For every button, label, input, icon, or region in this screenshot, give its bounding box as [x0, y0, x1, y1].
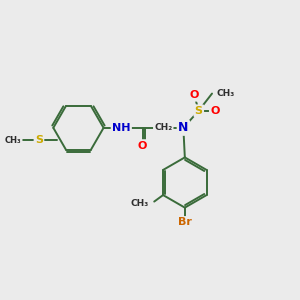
- Text: NH: NH: [112, 123, 130, 133]
- Text: Br: Br: [178, 218, 192, 227]
- Text: O: O: [138, 141, 147, 151]
- Text: O: O: [210, 106, 220, 116]
- Text: S: S: [35, 135, 43, 146]
- Text: O: O: [190, 90, 199, 100]
- Text: S: S: [195, 106, 203, 116]
- Text: CH₃: CH₃: [217, 89, 235, 98]
- Text: CH₂: CH₂: [154, 123, 172, 132]
- Text: CH₃: CH₃: [131, 200, 149, 208]
- Text: CH₃: CH₃: [4, 136, 21, 145]
- Text: N: N: [178, 121, 188, 134]
